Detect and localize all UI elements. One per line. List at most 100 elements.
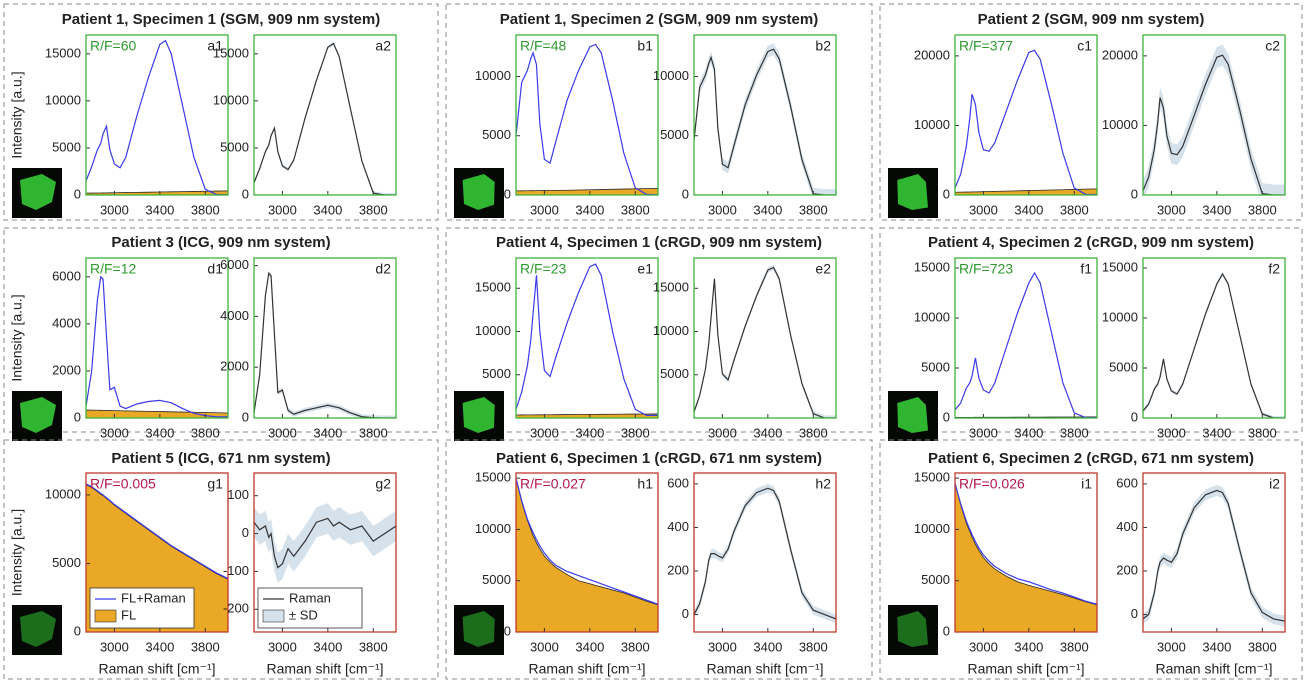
plot-bg [86,35,228,195]
specimen-thumbnail [12,168,62,218]
panel-title: Patient 3 (ICG, 909 nm system) [111,234,330,251]
x-tick-label: 3000 [530,425,559,440]
y-tick-label: 0 [74,409,81,424]
plot-area [1143,35,1285,205]
x-tick-label: 3800 [799,425,828,440]
y-tick-label: 5000 [660,127,689,142]
tissue [463,611,495,647]
x-tick-label: 3400 [575,202,604,217]
y-tick-label: 20000 [1102,47,1138,62]
x-tick-label: 3000 [969,425,998,440]
specimen-thumbnail [888,605,938,655]
y-tick-label: 10000 [45,486,81,501]
x-tick-label: 3000 [100,202,129,217]
y-tick-label: 600 [667,475,689,490]
y-tick-label: 10000 [475,521,511,536]
plot-area [86,258,228,418]
y-tick-label: 5000 [52,555,81,570]
plot-area [516,473,658,632]
plot-area [955,258,1097,418]
panel-title: Patient 6, Specimen 2 (cRGD, 671 nm syst… [928,450,1254,467]
y-tick-label: 4000 [220,308,249,323]
x-tick-label: 3400 [145,202,174,217]
specimen-thumbnail [888,391,938,441]
ratio-label: R/F=0.005 [90,476,156,492]
y-tick-label: 5000 [220,139,249,154]
x-tick-label: 3000 [969,639,998,654]
ratio-label: R/F=0.027 [520,476,586,492]
y-tick-label: 0 [943,186,950,201]
panel-label: c1 [1077,38,1092,54]
x-tick-label: 3000 [100,639,129,654]
plot-bg [516,35,658,195]
x-axis-label: Raman shift [cm⁻¹] [1155,661,1272,677]
y-tick-label: 0 [943,623,950,638]
y-tick-label: 200 [1116,562,1138,577]
x-tick-label: 3000 [1157,639,1186,654]
plot-area [516,35,658,195]
x-tick-label: 3000 [1157,425,1186,440]
y-tick-label: 15000 [475,470,511,485]
y-axis-label: Intensity [a.u.] [9,509,25,596]
x-tick-label: 3800 [1248,425,1277,440]
plot-area [516,258,658,418]
panel-label: b2 [815,38,831,54]
panel-title: Patient 5 (ICG, 671 nm system) [111,450,330,467]
y-tick-label: 0 [74,186,81,201]
panel-label: f1 [1080,261,1092,277]
x-tick-label: 3400 [1014,639,1043,654]
panel-title: Patient 4, Specimen 2 (cRGD, 909 nm syst… [928,234,1254,251]
panel-label: a2 [375,38,391,54]
panel-title: Patient 1, Specimen 1 (SGM, 909 nm syste… [62,11,380,28]
legend-label: Raman [289,590,331,605]
x-tick-label: 3400 [1014,202,1043,217]
y-tick-label: 200 [667,562,689,577]
y-tick-label: 0 [242,186,249,201]
x-axis-label: Raman shift [cm⁻¹] [528,661,645,677]
x-tick-label: 3800 [621,202,650,217]
x-tick-label: 3000 [1157,202,1186,217]
plot-area [694,258,836,421]
y-tick-label: 400 [1116,519,1138,534]
panel-label: h1 [637,476,653,492]
plot-bg [254,35,396,195]
plot-bg [955,258,1097,418]
y-tick-label: 10000 [1102,117,1138,132]
x-tick-label: 3800 [1248,202,1277,217]
specimen-thumbnail [12,391,62,441]
panel-title: Patient 4, Specimen 1 (cRGD, 909 nm syst… [496,234,822,251]
ratio-label: R/F=723 [959,261,1013,277]
y-tick-label: 15000 [213,45,249,60]
x-tick-label: 3800 [799,202,828,217]
y-tick-label: 10000 [914,117,950,132]
x-tick-label: 3400 [1202,425,1231,440]
ratio-label: R/F=377 [959,38,1013,54]
x-tick-label: 3000 [530,639,559,654]
x-tick-label: 3800 [359,425,388,440]
y-tick-label: 4000 [52,315,81,330]
specimen-thumbnail [454,391,504,441]
y-tick-label: 10000 [1102,309,1138,324]
y-tick-label: 5000 [52,139,81,154]
plot-area [955,35,1097,195]
ratio-label: R/F=0.026 [959,476,1025,492]
x-tick-label: 3400 [753,425,782,440]
x-tick-label: 3400 [1014,425,1043,440]
tissue [463,397,495,433]
y-tick-label: 10000 [914,521,950,536]
x-axis-label: Raman shift [cm⁻¹] [98,661,215,677]
plot-area [254,35,396,197]
x-tick-label: 3800 [191,425,220,440]
x-tick-label: 3000 [708,202,737,217]
y-tick-label: 600 [1116,475,1138,490]
panel-title: Patient 1, Specimen 2 (SGM, 909 nm syste… [500,11,818,28]
y-tick-label: 6000 [220,257,249,272]
panel-label: h2 [815,476,831,492]
ratio-label: R/F=12 [90,261,137,277]
x-tick-label: 3400 [1202,639,1231,654]
x-tick-label: 3000 [100,425,129,440]
y-tick-label: 0 [504,623,511,638]
y-tick-label: 0 [943,409,950,424]
specimen-thumbnail [888,168,938,218]
y-tick-label: 2000 [52,362,81,377]
